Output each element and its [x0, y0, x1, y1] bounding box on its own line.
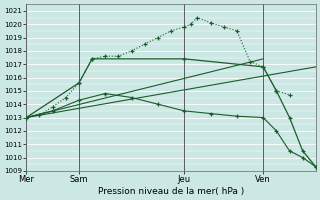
X-axis label: Pression niveau de la mer( hPa ): Pression niveau de la mer( hPa ) [98, 187, 244, 196]
